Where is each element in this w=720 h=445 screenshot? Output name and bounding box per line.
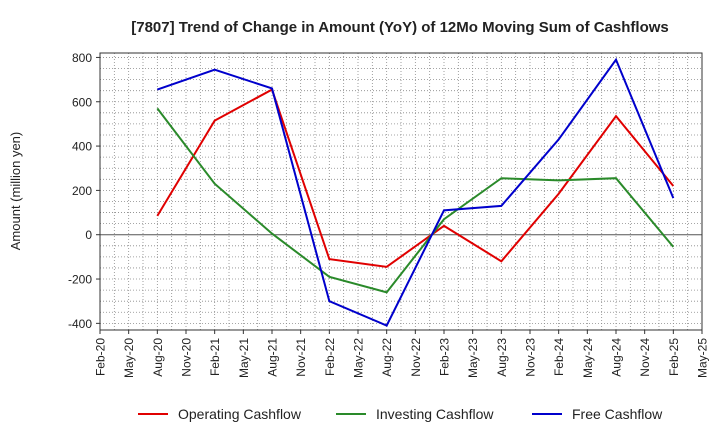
x-tick-label: Feb-21: [208, 338, 222, 376]
x-tick-label: Feb-24: [552, 338, 566, 376]
x-tick-label: Nov-20: [180, 338, 194, 377]
x-tick-label: Aug-23: [495, 338, 509, 377]
y-axis-label: Amount (million yen): [8, 132, 23, 251]
y-tick-label: -200: [68, 273, 92, 287]
x-tick-label: May-22: [352, 338, 366, 378]
y-tick-label: 800: [72, 51, 92, 65]
chart-title: [7807] Trend of Change in Amount (YoY) o…: [131, 19, 669, 36]
x-tick-label: Feb-22: [323, 338, 337, 376]
y-tick-label: 600: [72, 95, 92, 109]
x-tick-label: Nov-21: [294, 338, 308, 377]
legend-label: Free Cashflow: [572, 406, 663, 422]
y-tick-label: -400: [68, 317, 92, 331]
x-tick-label: May-24: [581, 338, 595, 378]
legend-item-free-cashflow: Free Cashflow: [532, 406, 663, 422]
legend-item-operating-cashflow: Operating Cashflow: [138, 406, 302, 422]
x-tick-label: May-23: [466, 338, 480, 378]
y-tick-label: 200: [72, 184, 92, 198]
x-tick-label: Aug-21: [266, 338, 280, 377]
x-tick-label: May-20: [122, 338, 136, 378]
x-tick-label: Nov-22: [409, 338, 423, 377]
x-tick-label: Feb-25: [667, 338, 681, 376]
x-tick-label: Aug-20: [151, 338, 165, 377]
x-tick-label: May-25: [696, 338, 710, 378]
x-tick-label: Feb-23: [438, 338, 452, 376]
legend-item-investing-cashflow: Investing Cashflow: [336, 406, 494, 422]
legend-label: Investing Cashflow: [376, 406, 494, 422]
x-tick-label: Feb-20: [94, 338, 108, 376]
y-tick-label: 0: [85, 228, 92, 242]
grid-layer: [100, 53, 702, 330]
legend: Operating Cashflow Investing Cashflow Free…: [138, 406, 663, 422]
x-tick-label: Nov-24: [638, 338, 652, 377]
x-tick-label: Aug-24: [610, 338, 624, 377]
x-tick-label: Nov-23: [524, 338, 538, 377]
y-tick-label: 400: [72, 140, 92, 154]
x-tick-label: Aug-22: [380, 338, 394, 377]
x-tick-label: May-21: [237, 338, 251, 378]
legend-label: Operating Cashflow: [178, 406, 302, 422]
